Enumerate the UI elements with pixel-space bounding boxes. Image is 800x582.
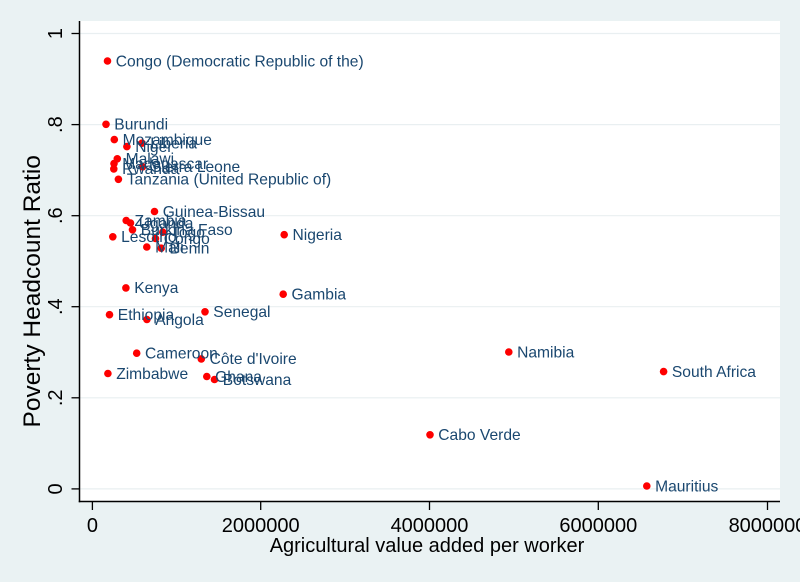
svg-text:Tanzania (United Republic of): Tanzania (United Republic of): [127, 172, 332, 189]
svg-text:Guinea-Bissau: Guinea-Bissau: [163, 204, 265, 221]
svg-text:Burundi: Burundi: [114, 117, 168, 134]
svg-text:6000000: 6000000: [559, 515, 637, 537]
svg-text:Agricultural value added per w: Agricultural value added per worker: [270, 535, 585, 557]
svg-text:Namibia: Namibia: [517, 344, 575, 361]
svg-text:Togo: Togo: [171, 225, 205, 242]
svg-text:.2: .2: [45, 389, 67, 406]
svg-text:Botswana: Botswana: [223, 372, 292, 389]
svg-text:.6: .6: [45, 207, 67, 224]
svg-text:Lesotho: Lesotho: [121, 229, 177, 246]
svg-text:Poverty Headcount Ratio: Poverty Headcount Ratio: [19, 155, 46, 427]
svg-text:Liberia: Liberia: [150, 136, 197, 153]
svg-text:Senegal: Senegal: [213, 304, 270, 321]
svg-text:Congo: Congo: [164, 231, 210, 248]
svg-text:Malawi: Malawi: [126, 151, 175, 168]
svg-text:Burkina Faso: Burkina Faso: [141, 222, 233, 239]
svg-text:Mozambique: Mozambique: [123, 132, 212, 149]
svg-text:Mali: Mali: [155, 239, 184, 256]
svg-text:Uganda: Uganda: [139, 215, 194, 232]
svg-text:Mauritius: Mauritius: [655, 478, 718, 495]
svg-text:2000000: 2000000: [222, 515, 300, 537]
svg-text:Rwanda: Rwanda: [122, 161, 180, 178]
svg-text:Angola: Angola: [155, 312, 204, 329]
svg-text:Ethiopia: Ethiopia: [118, 307, 175, 324]
svg-text:Côte d'Ivoire: Côte d'Ivoire: [210, 351, 297, 368]
svg-text:.8: .8: [45, 116, 67, 133]
svg-text:Zambia: Zambia: [135, 213, 187, 230]
svg-text:4000000: 4000000: [391, 515, 469, 537]
svg-text:Congo (Democratic Republic of: Congo (Democratic Republic of the): [116, 53, 364, 70]
svg-text:Ghana: Ghana: [215, 369, 262, 386]
svg-text:Madagascar: Madagascar: [122, 156, 208, 173]
svg-text:0: 0: [87, 515, 98, 537]
svg-text:South Africa: South Africa: [672, 364, 756, 381]
svg-text:.4: .4: [45, 298, 67, 315]
svg-text:0: 0: [45, 483, 67, 494]
svg-text:Cameroon: Cameroon: [145, 346, 218, 363]
svg-text:Niger: Niger: [135, 139, 172, 156]
svg-text:Benin: Benin: [170, 241, 210, 258]
svg-text:Zimbabwe: Zimbabwe: [116, 366, 188, 383]
svg-text:Nigeria: Nigeria: [293, 227, 343, 244]
svg-text:1: 1: [45, 28, 67, 39]
svg-text:Gambia: Gambia: [292, 287, 347, 304]
svg-text:Cabo Verde: Cabo Verde: [438, 427, 520, 444]
svg-text:8000000: 8000000: [729, 515, 800, 537]
svg-text:Sierra Leone: Sierra Leone: [151, 159, 240, 176]
svg-text:Kenya: Kenya: [134, 280, 179, 297]
